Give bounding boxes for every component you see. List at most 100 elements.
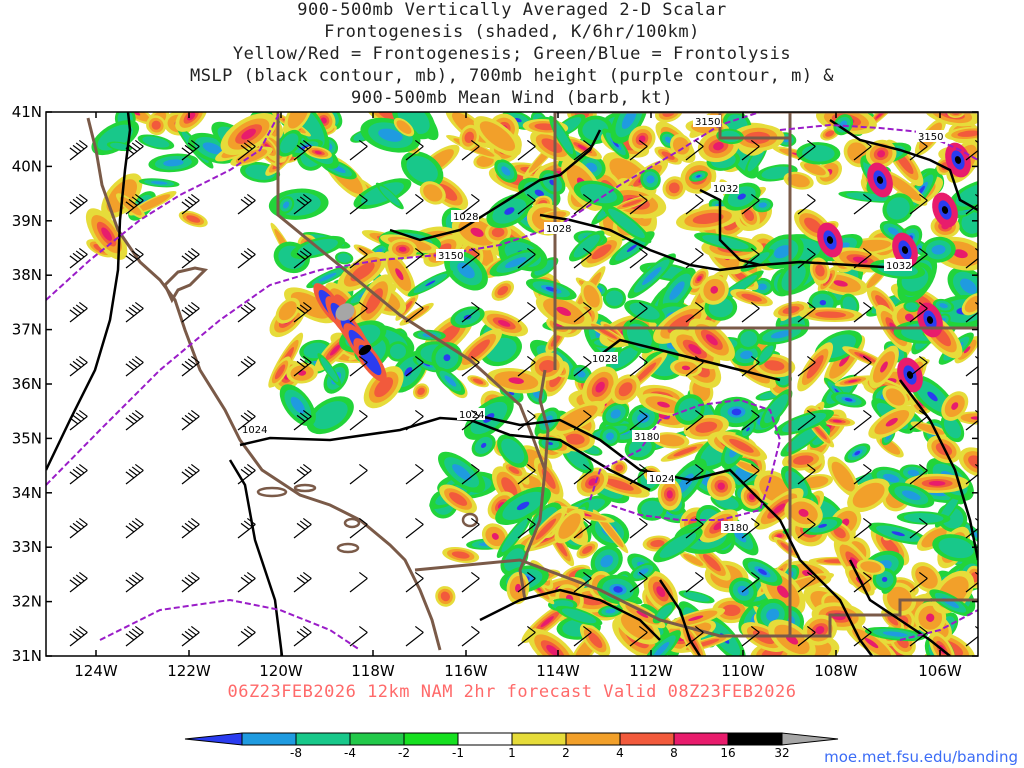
- shade-cell: [650, 539, 665, 548]
- shade-cell: [622, 199, 642, 207]
- barb-feather: [246, 517, 256, 525]
- barb-feather: [750, 409, 760, 417]
- barb-shaft: [965, 581, 978, 593]
- latitude-label: 32N: [12, 593, 42, 611]
- barb-feather: [470, 139, 480, 147]
- barb-shaft: [293, 253, 312, 269]
- shade-cell: [501, 438, 525, 464]
- shade-cell: [241, 128, 256, 140]
- barb-shaft: [461, 361, 480, 377]
- shade-cell: [374, 377, 394, 398]
- shade-cell: [740, 331, 758, 347]
- barb-feather: [72, 576, 82, 584]
- barb-feather: [128, 360, 138, 368]
- barb-feather: [184, 630, 194, 638]
- barb-shaft: [573, 469, 592, 485]
- barb-feather: [181, 363, 191, 371]
- shade-cell: [672, 137, 690, 155]
- barb-shaft: [573, 199, 592, 215]
- barb-feather: [134, 247, 144, 255]
- shade-cell: [646, 175, 655, 184]
- barb-feather: [75, 520, 85, 528]
- barb-feather: [299, 196, 309, 204]
- shade-cell: [582, 545, 593, 554]
- shade-cell: [736, 461, 760, 474]
- shade-cell: [729, 438, 754, 453]
- barb-shaft: [853, 631, 872, 647]
- barb-feather: [240, 522, 250, 530]
- barb-feather: [181, 417, 191, 425]
- shade-cell: [833, 280, 848, 287]
- barb-shaft: [573, 577, 592, 593]
- barb-feather: [78, 463, 88, 471]
- barb-feather: [246, 139, 256, 147]
- credit-url[interactable]: moe.met.fsu.edu/banding: [824, 748, 1018, 766]
- shade-cell: [781, 264, 806, 291]
- barb-feather: [75, 304, 85, 312]
- barb-feather: [302, 193, 312, 201]
- shade-cell: [406, 155, 438, 183]
- shade-cell: [758, 345, 774, 363]
- barb-feather: [299, 304, 309, 312]
- shade-cell: [786, 426, 821, 453]
- barb-feather: [296, 306, 306, 314]
- shade-cell: [906, 371, 914, 379]
- barb-feather: [638, 409, 648, 417]
- barb-feather: [296, 144, 306, 152]
- barb-shaft: [741, 307, 760, 323]
- barb-feather: [240, 198, 250, 206]
- barb-feather: [131, 628, 141, 636]
- barb-feather: [190, 463, 200, 471]
- shade-cell: [804, 217, 823, 234]
- barb-feather: [75, 250, 85, 258]
- barb-shaft: [461, 307, 480, 323]
- barb-shaft: [909, 307, 928, 323]
- barb-feather: [358, 139, 368, 147]
- barb-feather: [862, 247, 872, 255]
- title-line-3: Yellow/Red = Frontogenesis; Green/Blue =…: [232, 44, 792, 64]
- barb-feather: [128, 414, 138, 422]
- ut-co-border: [788, 112, 978, 330]
- barb-feather: [69, 255, 79, 263]
- barb-feather: [243, 628, 253, 636]
- barb-shaft: [965, 149, 978, 161]
- shade-cell: [659, 532, 697, 558]
- shade-cell: [688, 615, 704, 621]
- longitude-labels: 124W 122W 120W 118W 116W 114W 112W 110W 108W 106W: [74, 662, 962, 680]
- shade-cell: [692, 212, 724, 225]
- barb-feather: [358, 193, 368, 201]
- barb-feather: [638, 571, 648, 579]
- barb-feather: [582, 409, 592, 417]
- shade-cell: [668, 182, 680, 194]
- barb-feather: [72, 360, 82, 368]
- barb-feather: [806, 517, 816, 525]
- barb-feather: [184, 144, 194, 152]
- barb-shaft: [293, 631, 312, 647]
- barb-shaft: [69, 307, 88, 323]
- shade-cell: [539, 360, 556, 373]
- latitude-label: 37N: [12, 321, 42, 339]
- colorbar-label: 2: [562, 746, 570, 760]
- shade-cell: [926, 613, 935, 622]
- shade-cell: [470, 227, 484, 237]
- barb-shaft: [181, 253, 200, 269]
- shade-cell: [395, 268, 404, 281]
- title-line-5: 900-500mb Mean Wind (barb, kt): [350, 88, 674, 108]
- barb-shaft: [573, 631, 592, 647]
- barb-feather: [750, 301, 760, 309]
- barb-shaft: [741, 145, 760, 161]
- latitude-labels: 41N 40N 39N 38N 37N 36N 35N 34N 33N 32N 31N: [12, 103, 42, 665]
- barb-shaft: [349, 253, 368, 269]
- latitude-label: 33N: [12, 538, 42, 556]
- shade-cell: [877, 150, 886, 158]
- barb-shaft: [629, 523, 648, 539]
- barb-feather: [358, 625, 368, 633]
- shade-cell: [746, 427, 750, 432]
- barb-feather: [246, 193, 256, 201]
- barb-feather: [131, 304, 141, 312]
- shade-cell: [583, 285, 600, 308]
- barb-feather: [302, 409, 312, 417]
- barb-feather: [134, 301, 144, 309]
- barb-feather: [974, 409, 978, 414]
- shade-cell: [928, 480, 946, 486]
